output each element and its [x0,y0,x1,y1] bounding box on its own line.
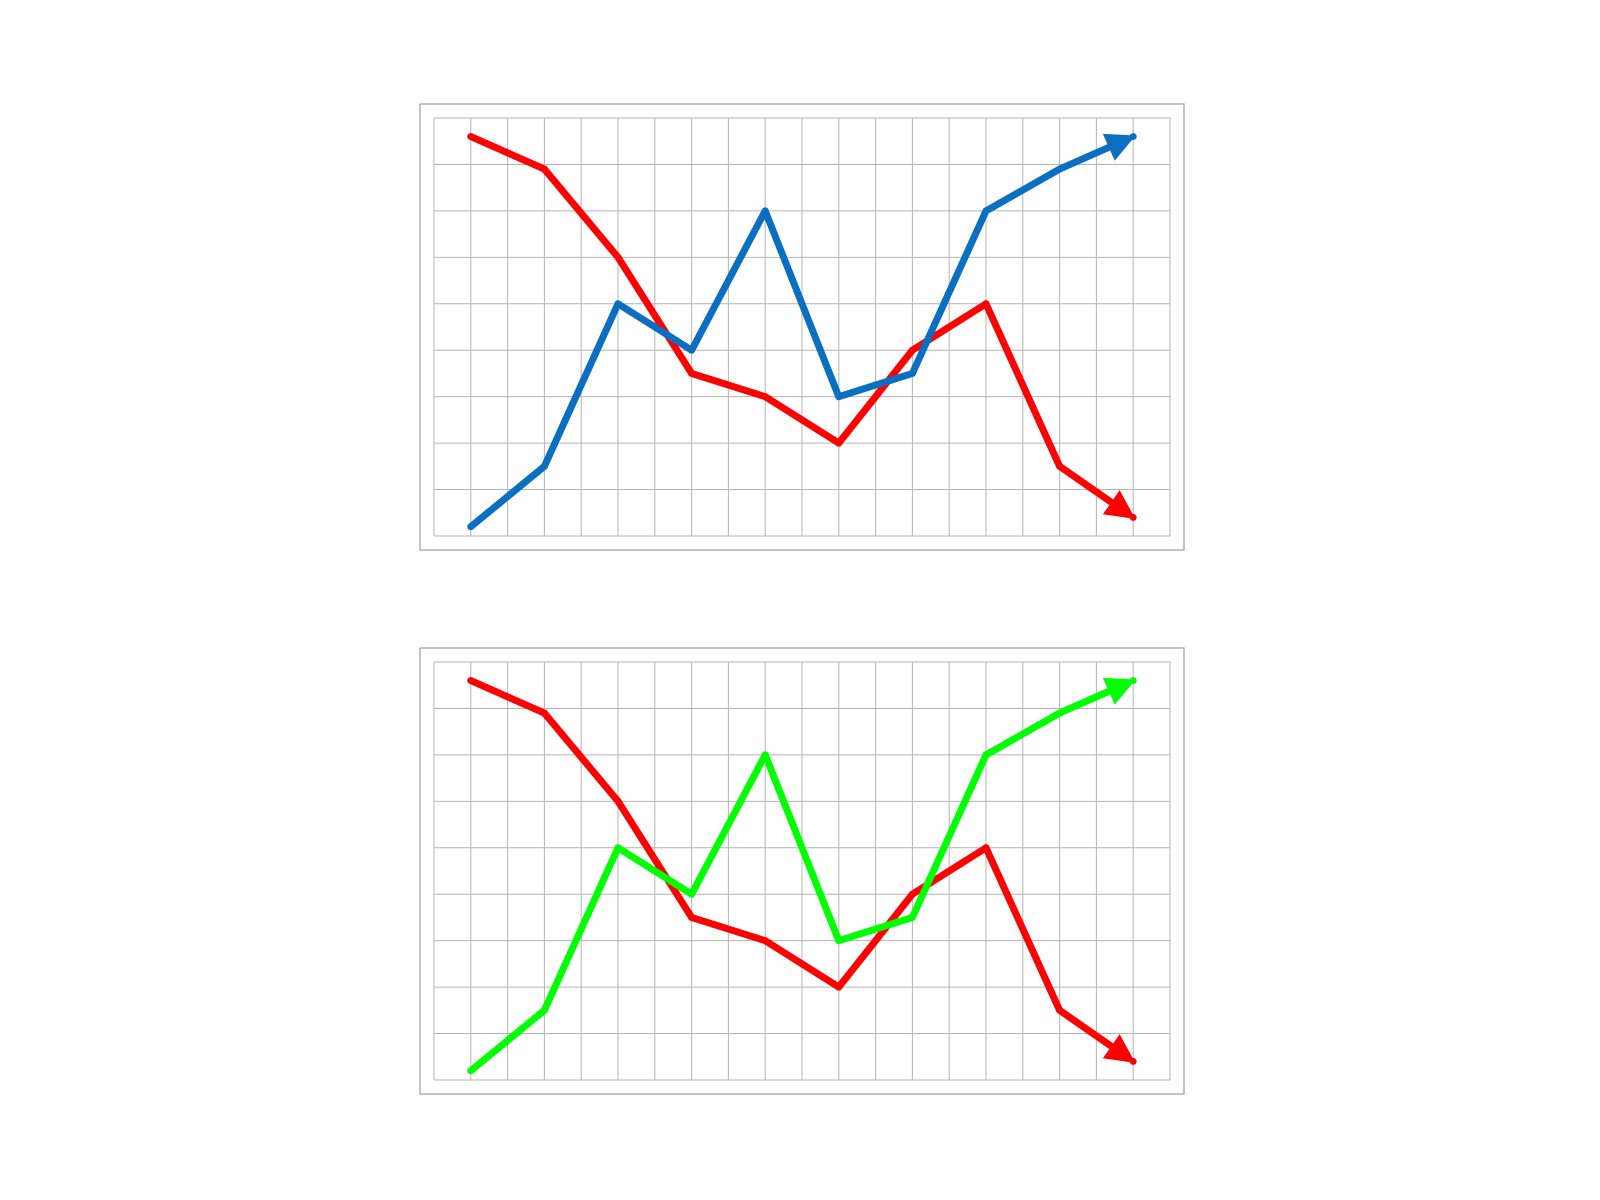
series-1-point-9 [1129,133,1137,141]
series-1-point-3 [688,890,696,898]
series-1-line [467,133,1136,531]
series-0-point-4 [761,937,769,945]
series-0-point-2 [614,797,622,805]
chart-top [419,103,1185,551]
series-0-point-5 [835,439,843,447]
series-1-point-5 [835,937,843,945]
series-0-point-9 [1129,513,1137,521]
series-0-point-1 [540,709,548,717]
series-0-point-9 [1129,1057,1137,1065]
series-0-point-3 [688,913,696,921]
series-0-point-7 [982,300,990,308]
series-0-point-0 [467,677,475,685]
series-0-point-6 [908,346,916,354]
series-0-line [467,677,1136,1063]
series-1-point-6 [908,369,916,377]
series-0-point-7 [982,844,990,852]
series-1-point-4 [761,751,769,759]
series-0-point-5 [835,983,843,991]
series-0-line [467,133,1136,519]
series-1-point-2 [614,844,622,852]
series-0-point-8 [1056,462,1064,470]
series-0-point-3 [688,369,696,377]
series-1-point-2 [614,300,622,308]
series-0-point-8 [1056,1006,1064,1014]
series-1-point-3 [688,346,696,354]
chart-bottom [419,647,1185,1095]
grid [433,117,1171,537]
series-0-point-1 [540,165,548,173]
series-1-point-6 [908,913,916,921]
series-1-point-5 [835,393,843,401]
series-0-point-2 [614,253,622,261]
series-1-point-8 [1056,165,1064,173]
series-1-point-7 [982,751,990,759]
series-1-point-0 [467,523,475,531]
series-0-point-6 [908,890,916,898]
series-1-point-7 [982,207,990,215]
series-1-point-4 [761,207,769,215]
series-0-point-0 [467,133,475,141]
series-0-point-4 [761,393,769,401]
series-1-point-8 [1056,709,1064,717]
series-1-point-0 [467,1067,475,1075]
series-1-point-1 [540,1006,548,1014]
series-1-point-9 [1129,677,1137,685]
series-1-point-1 [540,462,548,470]
grid [433,661,1171,1081]
series-1-line [467,677,1136,1075]
